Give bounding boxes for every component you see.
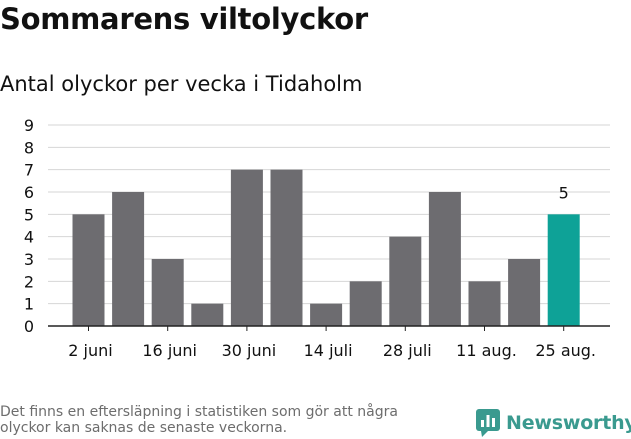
y-tick-label: 9 [24,116,34,135]
bar-2[interactable] [151,259,184,326]
newsworthy-logo[interactable]: Newsworthy [476,408,631,438]
newsworthy-logo-icon [476,409,500,437]
footnote: Det finns en eftersläpning i statistiken… [0,404,398,436]
x-tick-label: 14 juli [304,341,353,360]
bar-10[interactable] [468,281,501,326]
bar-11[interactable] [508,259,541,326]
bar-0[interactable] [72,214,105,326]
x-tick-label: 28 juli [383,341,432,360]
data-label: 5 [559,183,569,202]
bar-12[interactable] [547,214,580,326]
brand-name: Newsworthy [506,412,631,434]
chart-title: Sommarens viltolyckor [0,2,368,36]
bar-1[interactable] [112,192,145,326]
chart-subtitle: Antal olyckor per vecka i Tidaholm [0,72,363,96]
y-tick-label: 7 [24,161,34,180]
bar-6[interactable] [310,303,343,326]
y-tick-label: 1 [24,295,34,314]
y-tick-label: 6 [24,183,34,202]
x-tick-label: 30 juni [222,341,277,360]
y-tick-label: 2 [24,272,34,291]
y-tick-label: 8 [24,138,34,157]
bar-4[interactable] [230,169,263,326]
bars [72,169,580,326]
x-tick-label: 25 aug. [535,341,596,360]
x-tick-label: 2 juni [68,341,112,360]
labels: 0 1 2 3 4 5 6 7 8 9 2 juni 16 juni 30 juni 14 juli 28 … [24,116,596,360]
x-tick-label: 11 aug. [456,341,517,360]
y-tick-label: 3 [24,250,34,269]
bar-3[interactable] [191,303,224,326]
bar-5[interactable] [270,169,303,326]
bar-7[interactable] [349,281,382,326]
y-tick-label: 5 [24,205,34,224]
y-tick-label: 0 [24,317,34,336]
y-tick-label: 4 [24,228,34,247]
x-tick-label: 16 juni [142,341,197,360]
bar-9[interactable] [428,192,461,326]
axes [48,325,610,331]
bar-chart: 0 1 2 3 4 5 6 7 8 9 2 juni 16 juni 30 juni 14 juli 28 … [24,116,610,360]
bar-8[interactable] [389,236,422,326]
